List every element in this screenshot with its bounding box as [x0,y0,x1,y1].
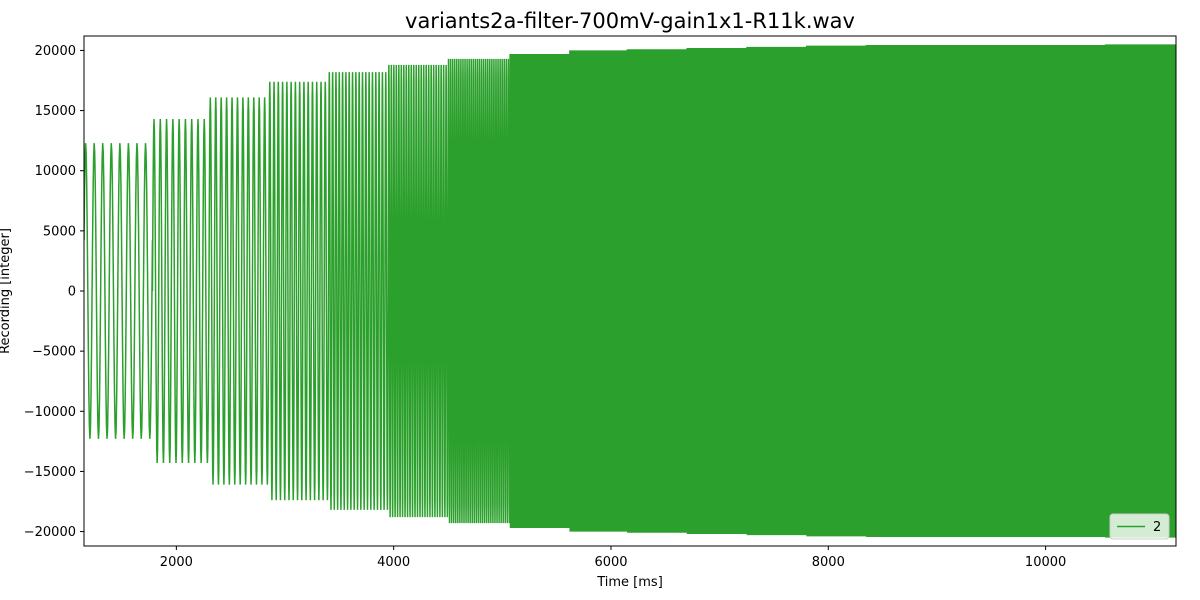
legend: 2 [1109,513,1170,540]
x-tick-label: 4000 [377,555,410,570]
x-tick-label: 6000 [594,555,627,570]
y-tick-label: −20000 [24,525,76,540]
x-tick-label: 2000 [160,555,193,570]
plot-area [84,44,1176,538]
y-tick-label: 0 [68,285,76,300]
series-line-2 [84,44,1176,538]
x-tick-label: 10000 [1025,555,1066,570]
x-axis: 2000 4000 6000 8000 10000 [160,546,1066,570]
chart-title: variants2a-filter-700mV-gain1x1-R11k.wav [405,9,855,33]
y-tick-label: 15000 [35,104,76,119]
y-axis-label: Recording [integer] [0,228,13,354]
y-tick-label: 5000 [43,224,76,239]
y-tick-label: −15000 [24,465,76,480]
legend-label: 2 [1153,520,1161,535]
y-axis: −20000 −15000 −10000 −5000 0 5000 10000 15000 20… [24,44,84,540]
x-tick-label: 8000 [812,555,845,570]
y-tick-label: 10000 [35,164,76,179]
x-axis-label: Time [ms] [596,575,663,590]
y-tick-label: −5000 [32,345,76,360]
y-tick-label: −10000 [24,405,76,420]
y-tick-label: 20000 [35,44,76,59]
